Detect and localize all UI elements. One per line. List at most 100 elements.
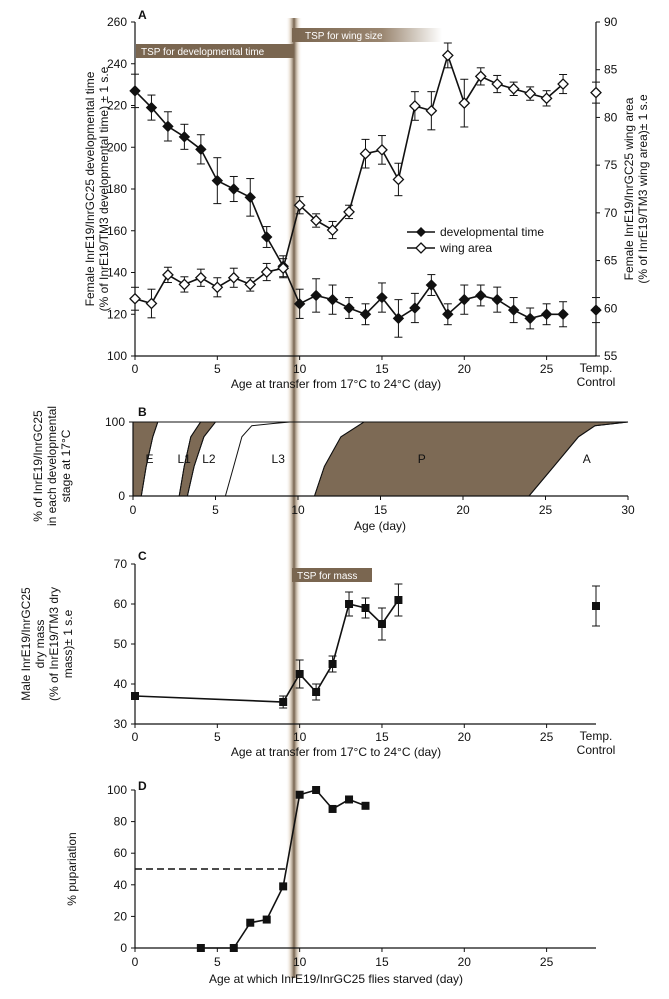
stage-boundary	[140, 421, 159, 497]
panel-a-y-tick-label-left: 220	[107, 99, 127, 113]
panel-d-y-tick-label: 60	[114, 846, 128, 860]
stage-p-band	[313, 421, 629, 497]
dry-mass-control-point	[592, 602, 600, 610]
dry-mass-point	[279, 698, 288, 706]
panel-d-y-tick-label: 80	[114, 815, 128, 829]
dev-time-point	[392, 312, 405, 325]
pupariation-point	[295, 790, 304, 799]
panel-d-x-label: Age at which InrE19/InrGC25 flies starve…	[209, 972, 463, 986]
panel-a-y-tick-label-right: 55	[604, 349, 618, 363]
panel-b: B E L1 L2 L3 P A 0 5 10 15 20 25 30 0 100 Age (day) %…	[31, 405, 635, 533]
wing-area-point	[540, 92, 553, 105]
panel-a-y-tick-label-left: 100	[107, 349, 127, 363]
dev-time-point	[359, 308, 372, 320]
stage-label-l1: L1	[177, 452, 191, 466]
wing-area-point	[491, 78, 504, 90]
panel-d-x-tick-label: 25	[540, 955, 554, 969]
dry-mass-point	[328, 660, 337, 668]
dry-mass-point	[345, 600, 354, 608]
panel-a-y-tick-label-right: 65	[604, 254, 618, 268]
panel-a-y-tick-label-right: 60	[604, 301, 618, 315]
wing-area-point	[178, 278, 191, 291]
dev-time-point	[178, 131, 191, 143]
panel-c-y-tick-label: 60	[114, 597, 128, 611]
panel-a-y-tick-label-left: 200	[107, 140, 127, 154]
dev-time-point	[491, 293, 503, 306]
wing-area-point	[524, 87, 537, 100]
panel-c-x-tick-label: 5	[214, 730, 221, 744]
panel-a-y-label-right-1: Female InrE19/InrGC25 wing area	[622, 97, 636, 280]
panel-a-x-tick-label: 0	[132, 362, 139, 376]
wing-area-point	[441, 49, 454, 62]
series-line-dry-mass	[134, 599, 400, 703]
dev-time-point	[425, 279, 438, 291]
dev-time-control-point	[590, 304, 602, 316]
panel-a-y-tick-label-right: 80	[604, 110, 618, 124]
wing-area-point	[425, 104, 438, 117]
dev-time-point	[343, 302, 355, 314]
panel-a-y-tick-label-right: 85	[604, 63, 618, 77]
panel-c-x-label: Age at transfer from 17°C to 24°C (day)	[231, 745, 441, 759]
wing-area-point	[507, 82, 520, 95]
panel-c-y-label-1: Male InrE19/InrGC25	[19, 587, 33, 701]
wing-area-point	[194, 271, 207, 284]
panel-d-x-tick-label: 20	[458, 955, 472, 969]
stage-boundary	[186, 421, 216, 497]
panel-d-x-tick-label: 5	[214, 955, 221, 969]
panel-c-y-tick-label: 50	[114, 637, 128, 651]
dev-time-point	[475, 289, 487, 302]
panel-a-y-label-right-2: (% of InrE19/TM3 wing area)± 1 s.e	[636, 94, 650, 284]
panel-a-x-tick-label: 20	[458, 362, 472, 376]
panel-c-y-tick-label: 30	[114, 717, 128, 731]
wing-area-point	[244, 278, 257, 291]
panel-d-x-tick-label: 15	[375, 955, 389, 969]
wing-area-point	[293, 199, 306, 212]
wing-area-point	[376, 143, 388, 156]
panel-b-x-tick-label: 20	[456, 503, 470, 517]
dev-time-point	[129, 85, 141, 97]
wing-area-point	[326, 224, 339, 236]
panel-c-control-label-1: Temp.	[580, 729, 613, 743]
dev-time-point	[145, 101, 158, 114]
pupariation-point	[279, 882, 288, 891]
wing-area-point	[211, 281, 224, 294]
dev-time-point	[326, 293, 339, 306]
legend-marker-wing	[415, 242, 427, 254]
tsp-wing-label: TSP for wing size	[305, 31, 383, 42]
dev-time-point	[244, 191, 256, 204]
panel-c-y-tick-label: 70	[114, 557, 128, 571]
panel-b-x-tick-label: 25	[539, 503, 553, 517]
panel-c-label: C	[138, 549, 147, 563]
dev-time-point	[376, 291, 388, 304]
wing-area-control-point	[590, 86, 602, 99]
wing-area-point	[277, 262, 290, 275]
dev-time-point	[442, 308, 454, 320]
panel-b-y-tick-label: 100	[105, 415, 125, 429]
panel-a-y-label-left-2: (% of InrE19/TM3 developmental time) ± 1…	[97, 66, 111, 311]
tsp-mass-bar	[292, 568, 372, 582]
dev-time-point	[228, 183, 240, 195]
tsp-mass-label: TSP for mass	[297, 571, 357, 582]
dry-mass-point	[312, 688, 321, 696]
panel-b-label: B	[138, 405, 147, 419]
pupariation-point	[229, 944, 238, 952]
panel-d-x-tick-label: 0	[132, 955, 139, 969]
stage-label-l3: L3	[272, 452, 286, 466]
legend-marker-dev	[416, 227, 426, 237]
dev-time-point	[409, 302, 421, 314]
dry-mass-point	[394, 596, 403, 604]
panel-b-x-tick-label: 10	[291, 503, 305, 517]
panel-a-y-label-left-1: Female InrE19/InrGC25 developmental time	[83, 71, 97, 306]
panel-a-x-label: Age at transfer from 17°C to 24°C (day)	[231, 377, 441, 391]
panel-c-x-tick-label: 25	[540, 730, 554, 744]
wing-area-point	[392, 173, 405, 186]
panel-a-y-tick-label-left: 260	[107, 15, 127, 29]
dev-time-point	[195, 143, 207, 156]
pupariation-point	[262, 915, 271, 924]
pupariation-point	[345, 795, 354, 804]
panel-b-x-tick-label: 5	[212, 503, 219, 517]
pupariation-point	[361, 801, 370, 810]
panel-d-y-tick-label: 20	[114, 909, 128, 923]
dev-time-point	[162, 120, 174, 133]
